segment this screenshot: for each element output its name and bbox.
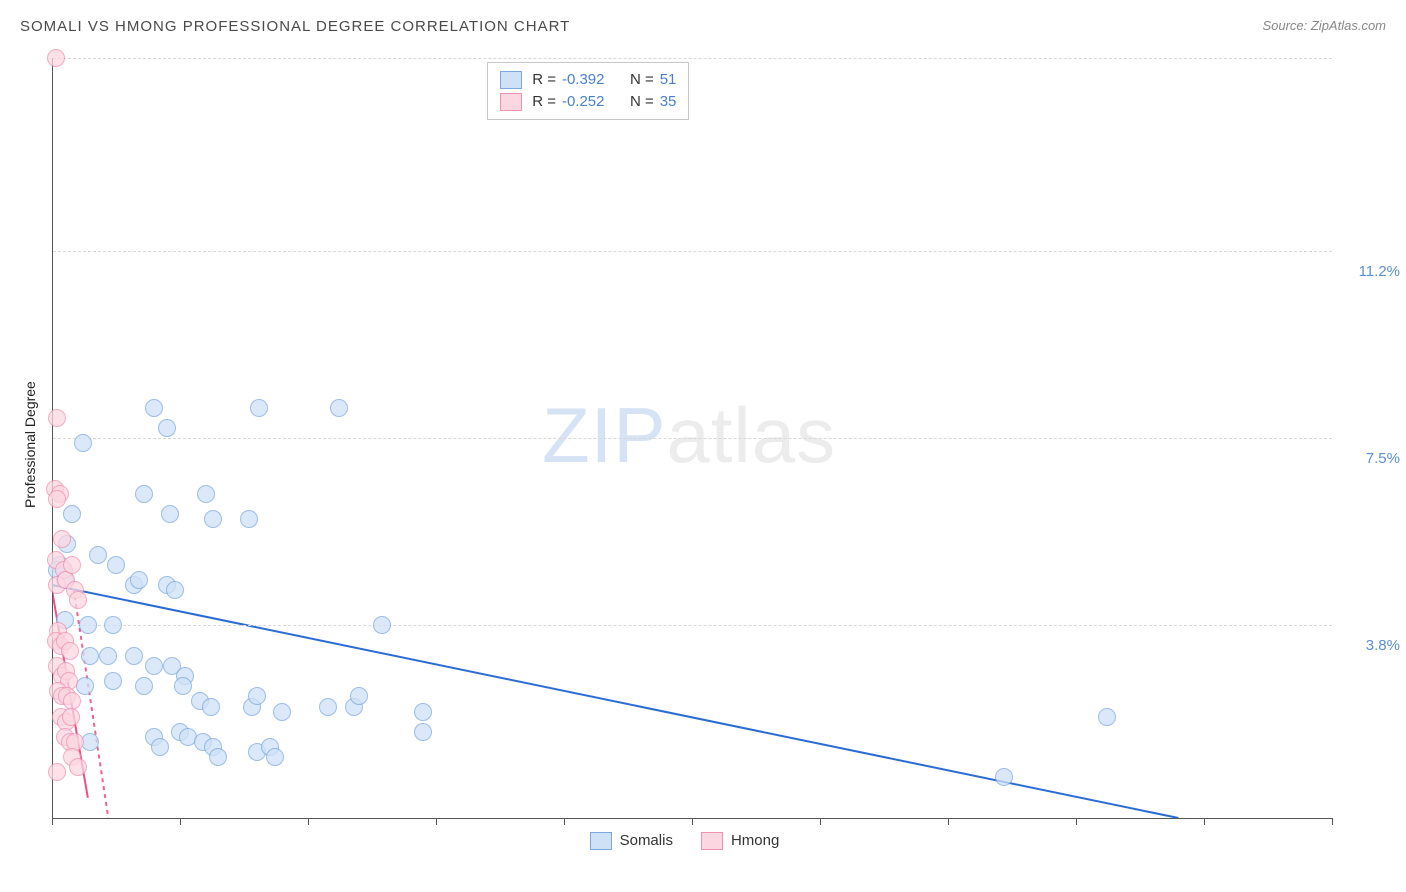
data-point (1098, 708, 1116, 726)
data-point (319, 698, 337, 716)
data-point (240, 510, 258, 528)
watermark-rest: atlas (666, 391, 836, 479)
x-tick (180, 818, 181, 825)
data-point (104, 616, 122, 634)
gridline (53, 251, 1332, 252)
data-point (166, 581, 184, 599)
data-point (99, 647, 117, 665)
data-point (151, 738, 169, 756)
data-point (130, 571, 148, 589)
y-tick-label: 7.5% (1340, 450, 1400, 467)
stats-legend-box: R = -0.392 N = 51 R = -0.252 N = 35 (487, 62, 689, 120)
data-point (48, 763, 66, 781)
watermark-zip: ZIP (542, 391, 666, 479)
n-label: N = (630, 91, 654, 113)
r-value: -0.392 (562, 69, 616, 91)
legend-swatch (500, 93, 522, 111)
x-tick (1332, 818, 1333, 825)
chart-container: SOMALI VS HMONG PROFESSIONAL DEGREE CORR… (0, 0, 1406, 892)
data-point (76, 677, 94, 695)
n-value: 35 (660, 91, 677, 113)
data-point (135, 677, 153, 695)
legend-swatch (590, 832, 612, 850)
n-label: N = (630, 69, 654, 91)
x-tick (564, 818, 565, 825)
data-point (107, 556, 125, 574)
data-point (145, 399, 163, 417)
data-point (414, 703, 432, 721)
watermark: ZIPatlas (542, 390, 836, 481)
data-point (63, 556, 81, 574)
data-point (69, 758, 87, 776)
data-point (81, 733, 99, 751)
data-point (197, 485, 215, 503)
data-point (158, 419, 176, 437)
data-point (48, 490, 66, 508)
r-label: R = (532, 69, 556, 91)
x-tick (948, 818, 949, 825)
data-point (104, 672, 122, 690)
data-point (995, 768, 1013, 786)
data-point (89, 546, 107, 564)
stats-legend-row: R = -0.252 N = 35 (500, 91, 676, 113)
data-point (125, 647, 143, 665)
data-point (202, 698, 220, 716)
data-point (135, 485, 153, 503)
data-point (62, 708, 80, 726)
data-point (266, 748, 284, 766)
n-value: 51 (660, 69, 677, 91)
data-point (74, 434, 92, 452)
data-point (53, 530, 71, 548)
data-point (273, 703, 291, 721)
data-point (79, 616, 97, 634)
data-point (330, 399, 348, 417)
x-tick (52, 818, 53, 825)
legend-label: Somalis (620, 832, 673, 849)
x-tick (820, 818, 821, 825)
legend-label: Hmong (731, 832, 779, 849)
legend-item: Somalis (590, 832, 673, 850)
plot-area: ZIPatlas 3.8%7.5%11.2% (52, 58, 1332, 818)
x-tick (308, 818, 309, 825)
data-point (350, 687, 368, 705)
y-tick-label: 3.8% (1340, 637, 1400, 654)
x-tick (692, 818, 693, 825)
data-point (204, 510, 222, 528)
data-point (248, 687, 266, 705)
legend-swatch (500, 71, 522, 89)
data-point (250, 399, 268, 417)
y-axis-label: Professional Degree (22, 381, 38, 508)
data-point (81, 647, 99, 665)
y-tick-label: 11.2% (1340, 263, 1400, 280)
chart-title: SOMALI VS HMONG PROFESSIONAL DEGREE CORR… (20, 18, 570, 35)
data-point (69, 591, 87, 609)
stats-legend-row: R = -0.392 N = 51 (500, 69, 676, 91)
data-point (174, 677, 192, 695)
x-tick (1076, 818, 1077, 825)
x-tick (1204, 818, 1205, 825)
data-point (145, 657, 163, 675)
data-point (48, 409, 66, 427)
data-point (47, 49, 65, 67)
data-point (414, 723, 432, 741)
gridline (53, 438, 1332, 439)
gridline (53, 58, 1332, 59)
data-point (161, 505, 179, 523)
r-value: -0.252 (562, 91, 616, 113)
source-label: Source: ZipAtlas.com (1262, 18, 1386, 33)
legend-item: Hmong (701, 832, 779, 850)
series-legend: Somalis Hmong (590, 832, 780, 850)
data-point (61, 642, 79, 660)
gridline (53, 625, 1332, 626)
data-point (63, 505, 81, 523)
data-point (209, 748, 227, 766)
r-label: R = (532, 91, 556, 113)
x-tick (436, 818, 437, 825)
legend-swatch (701, 832, 723, 850)
data-point (373, 616, 391, 634)
